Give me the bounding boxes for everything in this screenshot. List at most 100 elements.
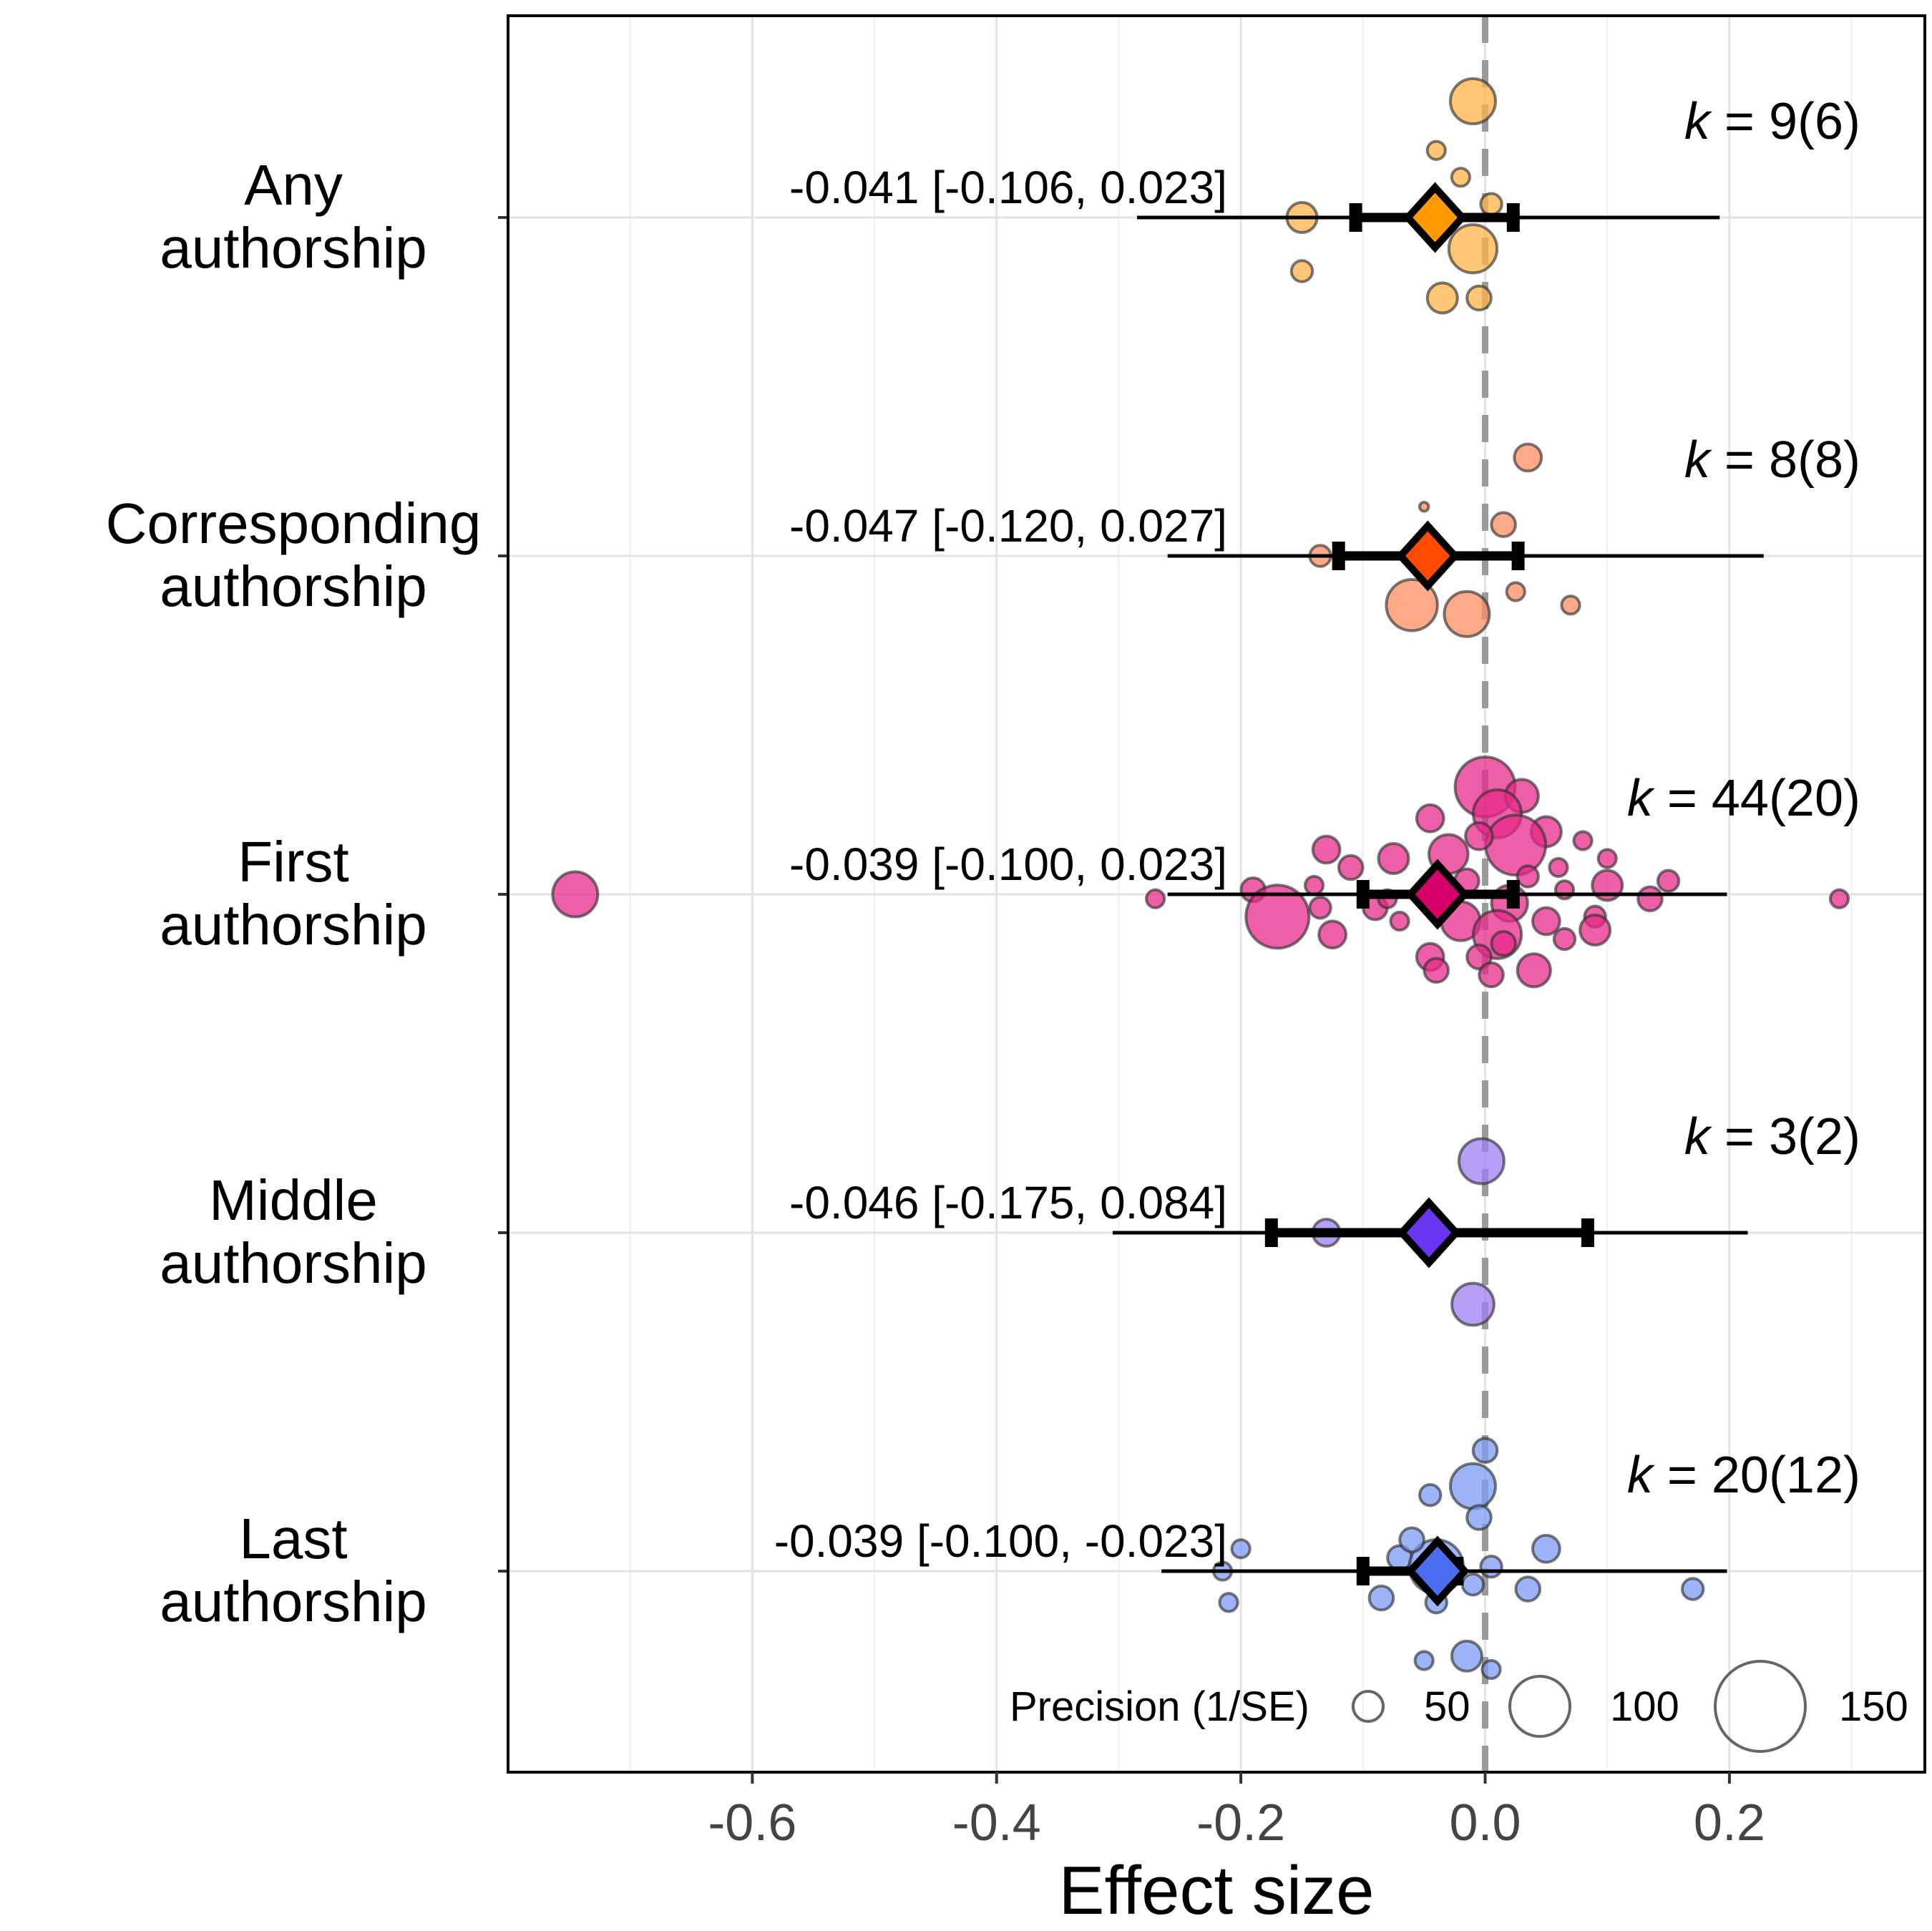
effect-point [1828,888,1850,909]
category-label-line2: authorship [160,554,427,618]
effect-point [1450,1639,1483,1673]
effect-point [1145,888,1166,909]
effect-point [1552,927,1577,952]
pooled-estimate-diamond [1397,1197,1461,1268]
panel-border [507,14,1926,1774]
category-first: -0.039 [-0.100, 0.023] k = 44(20) Firstaut… [160,756,1860,989]
category-corresponding: -0.047 [-0.120, 0.027] k = 8(8) Correspond… [106,431,1860,638]
category-label-line1: First [238,830,349,894]
legend-label: 150 [1839,1683,1908,1730]
k-symbol: k [1684,93,1713,150]
effect-point [1425,281,1459,315]
category-any: -0.041 [-0.106, 0.023] k = 9(6) Anyauthors… [160,77,1860,315]
effect-point [1337,854,1365,881]
ci-cap [1506,880,1520,909]
pooled-estimate-diamond [1405,859,1470,930]
effect-point [1490,929,1517,957]
ci-cap [1581,1218,1594,1247]
ci-cap [1506,203,1520,232]
effect-point [1460,1573,1485,1597]
effect-point [1531,906,1561,937]
effect-point [1505,581,1526,602]
effect-point [1308,896,1332,920]
estimate-label: -0.041 [-0.106, 0.023] [789,162,1227,213]
effect-point [1484,813,1548,877]
effect-point [1218,1592,1239,1613]
legend-circle [1352,1690,1385,1723]
estimate-label: -0.039 [-0.100, 0.023] [789,839,1227,890]
effect-point [1514,1575,1542,1603]
effect-point [1289,259,1314,283]
effect-point [1389,910,1410,932]
effect-point [1656,869,1681,893]
precision-legend: Precision (1/SE) 50 100 150 [1010,1660,1908,1753]
effect-point [1303,874,1325,896]
ci-cap [1356,1557,1370,1585]
ci-cap [1356,880,1370,909]
effect-point [1531,1533,1561,1564]
axes: -0.6 -0.4 -0.2 0.0 0.2 Effect size [507,14,1926,1929]
k-value: = 20(12) [1653,1447,1860,1504]
effect-point [1465,284,1493,312]
ci-cap [1264,1218,1278,1247]
effect-point [1448,77,1497,125]
effect-point [1548,856,1569,879]
effect-point [551,870,600,919]
k-value: = 9(6) [1710,93,1860,150]
category-panels: -0.041 [-0.106, 0.023]k = 9(6)Anyauthors… [106,77,1860,1681]
effect-point [1465,1504,1493,1531]
k-symbol: k [1627,770,1656,827]
x-tick-label: 0.0 [1449,1794,1521,1852]
pooled-estimate-diamond [1405,1535,1470,1607]
effect-point [1425,140,1447,161]
x-tick-label: 0.2 [1694,1794,1765,1852]
k-value: = 8(8) [1710,431,1860,489]
effect-point [1490,511,1517,539]
effect-point [1478,961,1505,989]
effect-point [1230,1538,1252,1560]
effect-point [1516,864,1540,889]
k-label: k = 20(12) [1627,1447,1860,1504]
k-label: k = 3(2) [1684,1108,1860,1165]
category-label-line1: Any [244,153,343,217]
x-tick-label: -0.6 [708,1794,796,1852]
effect-point [1413,1650,1435,1671]
k-symbol: k [1627,1447,1656,1504]
effect-point [1636,885,1664,913]
effect-point [1450,167,1471,188]
category-label-line2: authorship [160,216,427,280]
x-axis-title: Effect size [1058,1852,1374,1929]
category-label-line1: Corresponding [106,492,482,555]
effect-point [1377,842,1410,875]
legend-label: 50 [1424,1683,1470,1730]
effect-point [1450,1281,1496,1327]
category-label-line2: authorship [160,1231,427,1295]
effect-point [1596,848,1618,869]
legend-title: Precision (1/SE) [1010,1683,1309,1730]
effect-point [1367,1584,1395,1612]
x-tick-label: -0.2 [1196,1794,1285,1852]
effect-point [1311,834,1342,865]
effect-point [1443,590,1491,638]
legend-label: 100 [1610,1683,1679,1730]
x-tick-label: -0.4 [952,1794,1041,1852]
effect-point [1479,192,1503,216]
effect-point [1457,1137,1506,1186]
legend-circle [1508,1675,1571,1738]
k-symbol: k [1684,431,1713,489]
estimate-label: -0.047 [-0.120, 0.027] [789,500,1227,552]
effect-point [1680,1577,1705,1601]
ci-cap [1349,203,1362,232]
k-value: = 44(20) [1653,770,1860,827]
effect-point [1448,1462,1497,1510]
effect-point [1513,442,1543,473]
effect-point [1418,1483,1443,1507]
effect-point [1398,1526,1425,1554]
category-label-line2: authorship [160,893,427,957]
category-label-line1: Middle [209,1168,378,1232]
category-last: -0.039 [-0.100, -0.023] k = 20(12) Lastaut… [160,1437,1860,1681]
category-label-line2: authorship [160,1570,427,1633]
effect-point [1516,952,1552,989]
effect-point [1464,821,1494,851]
effect-point [1553,879,1576,901]
